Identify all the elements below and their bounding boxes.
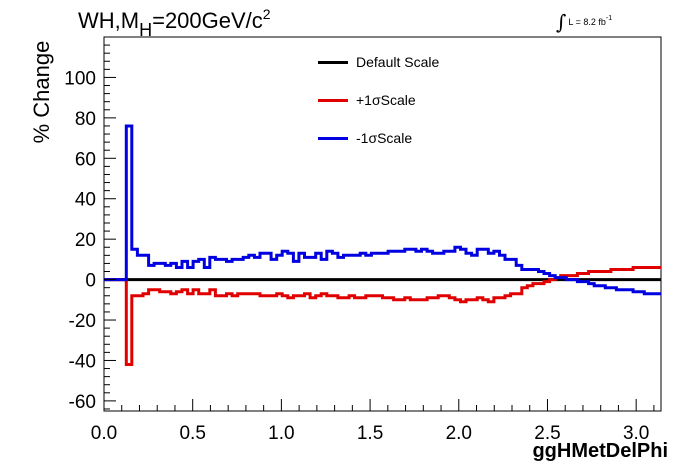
x-tick-label: 0.5 — [179, 423, 205, 444]
x-tick-label: 2.5 — [534, 423, 560, 444]
chart-title: WH,MH=200GeV/c2 — [78, 6, 271, 41]
plot-frame — [103, 36, 662, 412]
legend: Default Scale +1σScale -1σScale — [318, 52, 498, 166]
series-layer — [104, 124, 661, 366]
legend-entry-default: Default Scale — [318, 52, 498, 72]
title-rest: =200GeV/c — [152, 8, 263, 33]
y-tick-label: 100 — [64, 68, 96, 89]
luminosity-text: L = 8.2 fb — [568, 17, 606, 27]
x-tick-label: 3.0 — [623, 423, 649, 444]
series-minus-sigma-scale — [104, 124, 661, 296]
luminosity-exponent: -1 — [605, 15, 613, 22]
legend-entry-minus-sigma: -1σScale — [318, 128, 498, 148]
x-tick-label: 1.5 — [357, 423, 383, 444]
y-tick-label: 80 — [75, 109, 96, 130]
legend-entry-plus-sigma: +1σScale — [318, 90, 498, 110]
legend-label-default: Default Scale — [356, 54, 440, 70]
title-subscript: H — [139, 20, 153, 40]
x-axis-label: ggHMetDelPhi — [532, 440, 668, 462]
title-main: WH,M — [78, 8, 140, 33]
legend-swatch-minus-sigma — [318, 136, 348, 140]
legend-label-minus-sigma: -1σScale — [356, 130, 413, 146]
legend-label-plus-sigma: +1σScale — [356, 92, 416, 108]
luminosity-label: ∫ L = 8.2 fb-1 — [556, 10, 612, 34]
title-superscript: 2 — [262, 6, 271, 22]
x-axis-ticks: 0.0 0.5 1.0 1.5 2.0 2.5 3.0 — [91, 399, 655, 444]
y-tick-label: 20 — [75, 230, 96, 251]
y-tick-label: -40 — [69, 351, 96, 372]
integral-icon: ∫ — [556, 10, 567, 34]
x-tick-label: 1.0 — [268, 423, 294, 444]
y-axis-ticks: -60 -40 -20 0 20 40 60 80 100 — [64, 36, 116, 413]
y-axis-label: % Change — [29, 40, 54, 144]
y-tick-label: 60 — [75, 149, 96, 170]
y-tick-label: -20 — [69, 311, 96, 332]
legend-swatch-default — [318, 60, 348, 64]
x-tick-label: 2.0 — [446, 423, 472, 444]
y-tick-label: 0 — [85, 271, 96, 292]
series-plus-sigma-scale — [104, 266, 661, 366]
x-tick-label: 0.0 — [91, 423, 117, 444]
y-tick-label: -60 — [69, 392, 96, 413]
legend-swatch-plus-sigma — [318, 98, 348, 102]
y-tick-label: 40 — [75, 190, 96, 211]
